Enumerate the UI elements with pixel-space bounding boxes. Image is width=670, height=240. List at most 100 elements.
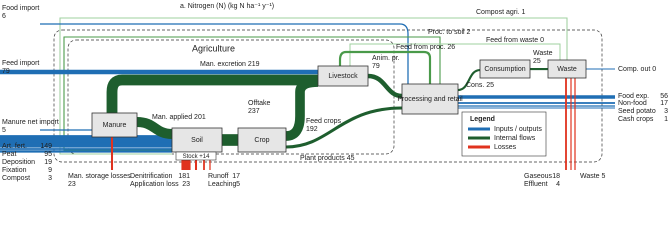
- flow-value: 181: [178, 173, 190, 180]
- node-label: Manure: [103, 122, 127, 129]
- flow-name: Denitrification: [130, 173, 173, 180]
- flow-value: 95: [44, 151, 52, 158]
- flow-value: 17: [232, 173, 240, 180]
- stock-value: +14: [199, 154, 210, 160]
- stock-name: Stock: [183, 154, 199, 160]
- flow-label: Feed from waste 0: [486, 37, 544, 44]
- node-label: Crop: [254, 137, 269, 144]
- node-box: [479, 59, 531, 79]
- flow-label: Deposition: [2, 159, 35, 166]
- flow-label: Leaching: [208, 181, 237, 188]
- flow-value: 237: [248, 108, 260, 115]
- flow-label: Food exp.: [618, 93, 649, 100]
- flow-name: Man. storage losses: [68, 173, 131, 180]
- node-box: [547, 59, 587, 79]
- flow-label: Waste 5: [580, 173, 606, 180]
- flow: [285, 77, 319, 141]
- flow-label: Art. fert.: [2, 143, 27, 150]
- flow: [349, 43, 561, 66]
- flow-label: Effluent: [524, 181, 548, 188]
- flow-name: Manure net import: [2, 119, 59, 126]
- stock-label: Stock +14: [183, 154, 211, 160]
- flow-name: Effluent: [524, 181, 548, 188]
- flow-name: Proc. to soil: [428, 29, 465, 36]
- flow-value: 6: [2, 13, 6, 20]
- flow-name: Leaching: [208, 181, 237, 188]
- flow-value: 9: [48, 167, 52, 174]
- flow-value: 19: [44, 159, 52, 166]
- legend-box: [461, 111, 547, 157]
- nitrogen-flow-diagram: a. Nitrogen (N) (kg N ha⁻¹ y⁻¹) Agricult…: [0, 3, 668, 188]
- flow-name: Feed import: [2, 60, 39, 67]
- node-label: Consumption: [484, 66, 525, 73]
- node-label: Waste: [557, 66, 577, 73]
- flow-name: Waste: [580, 173, 600, 180]
- flow-value: 2: [467, 29, 471, 36]
- legend-label: Losses: [494, 144, 517, 151]
- flow: [40, 23, 409, 84]
- flow-label: Feed import 79: [2, 60, 39, 75]
- flow: [457, 68, 481, 92]
- flow-label: Feed crops 192: [306, 118, 342, 133]
- flow: [59, 17, 568, 155]
- flow-name: Comp. out: [618, 66, 650, 73]
- node-box: [91, 112, 138, 138]
- flow-name: Compost: [2, 175, 30, 182]
- flow-name: Waste: [533, 50, 553, 57]
- flow-label: Comp. out 0: [618, 66, 656, 73]
- flow-name: Food exp.: [618, 93, 649, 100]
- flow-value: 25: [486, 82, 494, 89]
- flow-label: Fixation: [2, 167, 27, 174]
- flow: [136, 116, 173, 140]
- flow-label: Man. storage losses 23: [68, 173, 131, 188]
- flow-value: 219: [248, 61, 260, 68]
- node-label: Processing and retail: [397, 96, 463, 103]
- flow-label: Waste 25: [533, 50, 553, 65]
- flow-label: Manure net import 5: [2, 119, 59, 134]
- flow-label: Denitrification: [130, 173, 173, 180]
- flow-value: 3: [664, 108, 668, 115]
- flow-label: Runoff: [208, 173, 229, 180]
- node-label: Livestock: [328, 73, 358, 80]
- flow-value: 0: [540, 37, 544, 44]
- agriculture-boundary: [67, 39, 395, 155]
- flow-name: Food import: [2, 5, 39, 12]
- flow: [106, 74, 318, 113]
- flow-label: Proc. to soil 2: [428, 29, 471, 36]
- flow-name: Runoff: [208, 173, 229, 180]
- node-box: [401, 83, 459, 115]
- flow: [285, 106, 403, 149]
- node-box: [317, 65, 369, 87]
- flow-value: 79: [372, 63, 380, 70]
- flow-name: Art. fert.: [2, 143, 27, 150]
- flow-label: Offtake 237: [248, 100, 271, 115]
- flow-value: 192: [306, 126, 318, 133]
- flow-value: 18: [552, 173, 560, 180]
- flow-label: Plant products 45: [300, 155, 355, 162]
- node-box: [237, 127, 287, 153]
- flow: [63, 36, 441, 151]
- flow-value: 23: [182, 181, 190, 188]
- flow-name: Application loss: [130, 181, 179, 188]
- flow-value: 5: [2, 127, 6, 134]
- flow-name: Feed crops: [306, 118, 342, 125]
- flow-name: Feed from waste: [486, 37, 538, 44]
- flow-name: Man. excretion: [200, 61, 246, 68]
- flow-name: Non-food: [618, 100, 647, 107]
- flow-label: Man. excretion 219: [200, 61, 260, 68]
- legend-label: Internal flows: [494, 135, 536, 142]
- flow-label: Gaseous: [524, 173, 553, 180]
- flow-value: 26: [447, 44, 455, 51]
- title: a. Nitrogen (N) (kg N ha⁻¹ y⁻¹): [180, 3, 274, 10]
- flow: [338, 50, 432, 84]
- flow-value: 25: [533, 58, 541, 65]
- flow-label: Cons. 25: [466, 82, 494, 89]
- flow-label: Non-food: [618, 100, 647, 107]
- flow-name: Gaseous: [524, 173, 553, 180]
- flow: [367, 73, 403, 99]
- flow-label: Peat: [2, 151, 16, 158]
- flow-value: 3: [48, 175, 52, 182]
- flow-label: Feed from proc. 26: [396, 44, 455, 51]
- stock-box: [175, 151, 217, 161]
- flow-name: Cash crops: [618, 116, 654, 123]
